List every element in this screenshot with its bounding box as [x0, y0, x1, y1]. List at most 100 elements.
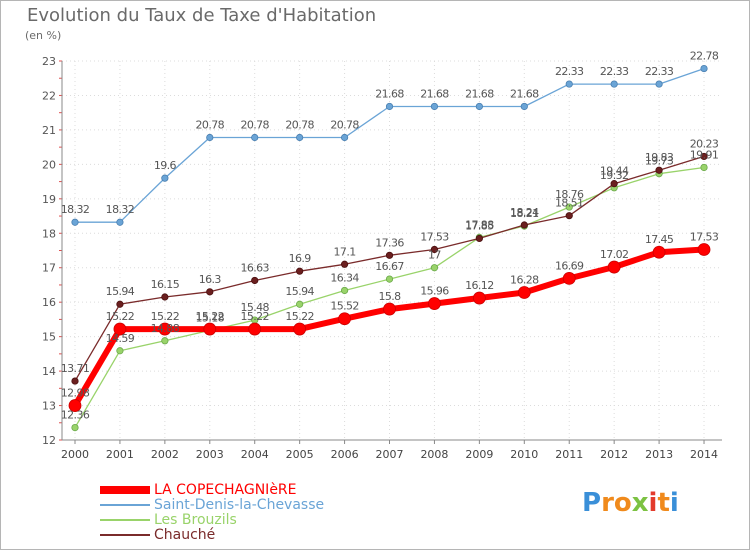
y-tick-label: 18 [42, 227, 56, 240]
series-1-point [296, 133, 304, 142]
series-1-point [161, 174, 169, 182]
x-tick-label: 2007 [376, 448, 404, 461]
chart-title: Evolution du Taux de Taxe d'Habitation [27, 5, 377, 26]
legend-label: Saint-Denis-la-Chevasse [154, 497, 325, 513]
series-1-data-label: 22.78 [690, 50, 719, 63]
series-1-data-label: 19.6 [154, 159, 177, 172]
series-3-data-label: 13.71 [61, 362, 90, 375]
series-1-point [520, 102, 528, 111]
y-tick-label: 21 [42, 124, 56, 137]
x-tick-label: 2012 [600, 448, 628, 461]
series-3-data-label: 18.24 [510, 206, 539, 219]
x-tick-label: 2014 [690, 448, 718, 461]
series-3-point [340, 260, 349, 268]
series-3-point [430, 245, 439, 254]
series-3-data-label: 17.36 [375, 236, 404, 249]
legend-label: LA COPECHAGNIèRE [154, 482, 297, 498]
series-3-data-label: 16.63 [240, 261, 269, 274]
plot-area [62, 61, 722, 440]
series-0-point [293, 322, 307, 336]
x-tick-label: 2004 [241, 448, 269, 461]
series-2-data-label: 15.94 [285, 285, 314, 298]
series-2-point [430, 264, 439, 272]
y-tick-label: 22 [42, 89, 56, 102]
series-2-data-label: 15.18 [196, 311, 225, 324]
y-tick-label: 12 [42, 434, 56, 447]
series-0-point [338, 312, 351, 326]
series-3-data-label: 18.51 [555, 197, 584, 210]
x-tick-label: 2006 [331, 448, 359, 461]
series-1-data-label: 18.32 [61, 203, 90, 216]
y-tick-label: 23 [42, 55, 56, 68]
x-tick-label: 2011 [555, 448, 583, 461]
legend-label: Chauché [154, 527, 216, 543]
series-3-point [161, 293, 169, 301]
y-tick-label: 19 [42, 193, 56, 206]
series-1-point [610, 80, 618, 88]
series-2-point [565, 203, 573, 211]
logo-letter: x [631, 488, 649, 518]
series-0-data-label: 17.53 [690, 230, 719, 243]
series-2-data-label: 12.36 [61, 409, 90, 422]
series-0-point [113, 322, 127, 336]
series-3-point [475, 234, 483, 243]
series-2-point [116, 347, 124, 355]
series-1-data-label: 20.78 [285, 118, 314, 131]
x-tick-label: 2001 [106, 448, 134, 461]
series-0-point [562, 272, 576, 285]
series-1-point [385, 102, 394, 111]
logo-letter: P [582, 488, 602, 518]
series-0-point [248, 322, 262, 336]
x-tick-label: 2003 [196, 448, 224, 461]
y-tick-label: 14 [42, 365, 56, 378]
series-1-point [71, 218, 79, 226]
series-2-data-label: 19.91 [690, 148, 719, 161]
series-0-point [607, 260, 621, 274]
series-1-point [340, 133, 349, 142]
series-2-data-label: 14.59 [106, 332, 135, 345]
series-1-point [565, 80, 573, 88]
legend-label: Les Brouzils [154, 512, 237, 528]
series-2-data-label: 16.67 [375, 260, 404, 273]
series-3-data-label: 20.23 [690, 137, 719, 150]
series-3-data-label: 19.44 [600, 165, 629, 178]
series-1-point [116, 218, 124, 226]
y-tick-label: 15 [42, 331, 56, 344]
series-2-data-label: 19.73 [645, 155, 674, 168]
series-0-point [383, 302, 396, 316]
y-tick-label: 13 [42, 400, 56, 413]
series-2-point [340, 286, 349, 295]
series-1-data-label: 22.33 [645, 65, 674, 78]
series-3-point [116, 300, 124, 308]
series-1-data-label: 22.33 [555, 65, 584, 78]
series-2-data-label: 14.88 [151, 322, 180, 335]
series-1-data-label: 20.78 [196, 118, 225, 131]
series-0-point [158, 322, 172, 336]
series-1-data-label: 22.33 [600, 65, 629, 78]
series-2-data-label: 18.21 [510, 207, 539, 220]
y-tick-label: 16 [42, 296, 56, 309]
line-chart: 12 13 14 15 16 17 18 19 20 21 22 23 2000 2001 2002 2003… [42, 50, 722, 461]
series-3-point [251, 276, 259, 285]
series-3-point [206, 288, 214, 296]
series-2-data-label: 16.34 [330, 271, 359, 284]
series-3-data-label: 16.3 [199, 273, 222, 286]
series-0-point [203, 322, 217, 336]
x-tick-label: 2008 [420, 448, 448, 461]
series-0-point [472, 291, 486, 305]
series-0-data-label: 15.22 [106, 310, 135, 323]
series-1-data-label: 20.78 [240, 118, 269, 131]
series-1-data-label: 21.68 [375, 87, 404, 100]
series-3-data-label: 16.15 [151, 278, 180, 291]
series-2-data-label: 19.32 [600, 169, 629, 182]
series-0-data-label: 15.8 [378, 290, 401, 303]
series-3-data-label: 15.94 [106, 285, 135, 298]
y-tick-label: 20 [42, 158, 56, 171]
series-3-data-label: 17.85 [465, 219, 494, 232]
series-0-data-label: 12.98 [61, 387, 90, 400]
x-tick-label: 2013 [645, 448, 673, 461]
series-0-data-label: 15.22 [285, 310, 314, 323]
legend-swatch [100, 534, 150, 536]
series-0-data-label: 16.69 [555, 259, 584, 272]
series-0-data-label: 15.96 [420, 285, 449, 298]
